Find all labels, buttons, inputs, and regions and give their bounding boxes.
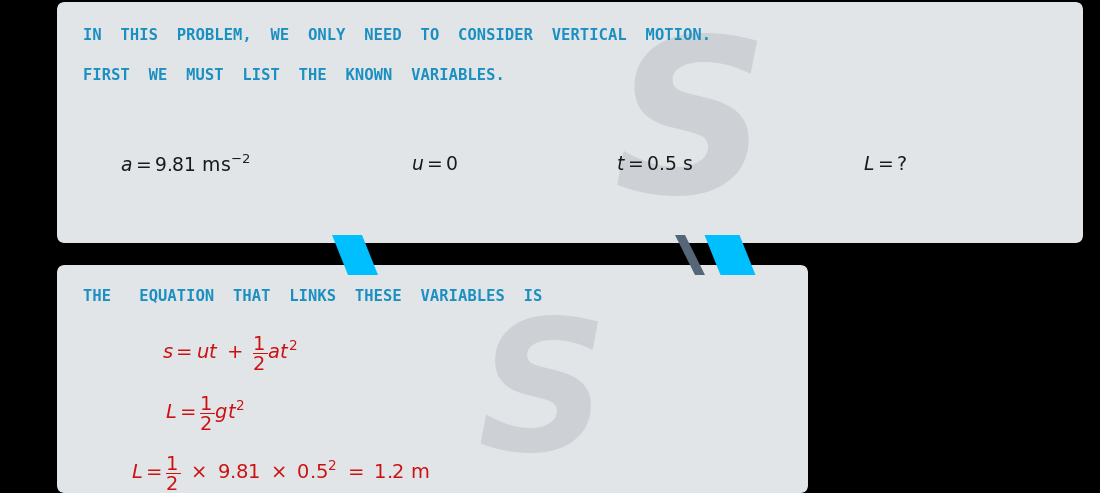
Text: S: S	[477, 312, 607, 488]
Text: $L = ?$: $L = ?$	[862, 155, 907, 175]
Text: $t = 0.5\ \mathsf{s}$: $t = 0.5\ \mathsf{s}$	[616, 155, 694, 175]
FancyBboxPatch shape	[57, 2, 1084, 243]
Polygon shape	[332, 235, 378, 275]
Text: $a = 9.81\ \mathsf{ms}^{-2}$: $a = 9.81\ \mathsf{ms}^{-2}$	[120, 154, 250, 176]
Polygon shape	[675, 235, 705, 275]
Text: FIRST  WE  MUST  LIST  THE  KNOWN  VARIABLES.: FIRST WE MUST LIST THE KNOWN VARIABLES.	[82, 68, 505, 83]
Text: IN  THIS  PROBLEM,  WE  ONLY  NEED  TO  CONSIDER  VERTICAL  MOTION.: IN THIS PROBLEM, WE ONLY NEED TO CONSIDE…	[82, 28, 711, 43]
Text: THE   EQUATION  THAT  LINKS  THESE  VARIABLES  IS: THE EQUATION THAT LINKS THESE VARIABLES …	[82, 288, 542, 303]
FancyBboxPatch shape	[57, 265, 808, 493]
Text: $L = \dfrac{1}{2}gt^2$: $L = \dfrac{1}{2}gt^2$	[165, 395, 245, 433]
Polygon shape	[704, 235, 756, 275]
Text: $u = 0$: $u = 0$	[411, 155, 459, 175]
Text: S: S	[614, 29, 769, 238]
Text: $L = \dfrac{1}{2}\ \times\ 9.81\ \times\ 0.5^2\ =\ 1.2\ \mathsf{m}$: $L = \dfrac{1}{2}\ \times\ 9.81\ \times\…	[131, 455, 429, 493]
Text: $s = ut\ +\ \dfrac{1}{2}at^2$: $s = ut\ +\ \dfrac{1}{2}at^2$	[162, 335, 298, 373]
